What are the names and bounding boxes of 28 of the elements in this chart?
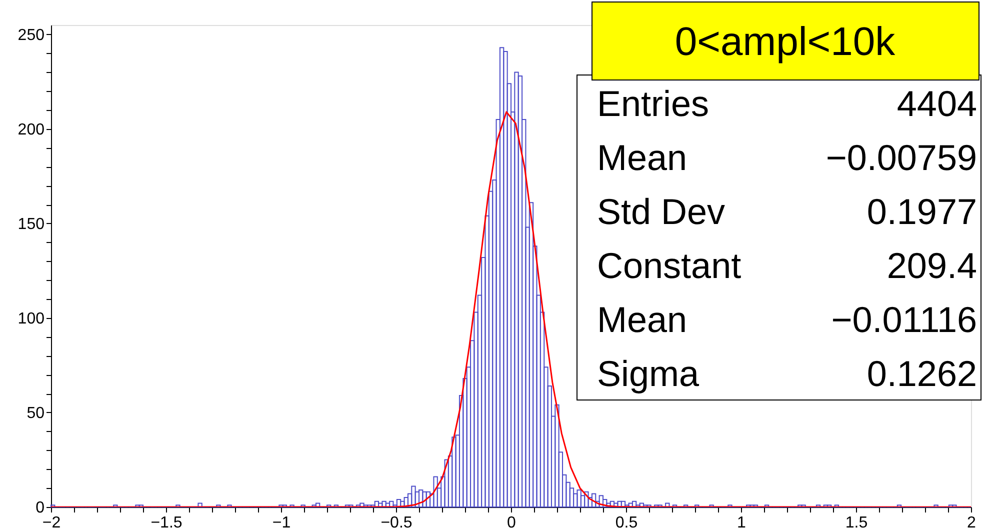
x-tick-label: −1	[272, 514, 291, 531]
y-tick-label: 250	[18, 26, 45, 44]
x-tick-label: 2	[967, 514, 976, 531]
annotation: −0.01116	[831, 299, 977, 340]
annotation: Mean	[597, 137, 688, 178]
y-tick-label: 150	[18, 216, 45, 233]
annotation: 0.1977	[866, 191, 977, 232]
y-tick-label: 100	[18, 310, 45, 328]
annotation: −0.00759	[826, 137, 977, 178]
x-tick-label: 0	[507, 514, 516, 531]
x-tick-label: 0.5	[615, 514, 638, 531]
x-tick-label: −2	[42, 514, 61, 531]
annotation: Mean	[597, 299, 688, 340]
y-tick-label: 200	[18, 121, 45, 138]
x-tick-label: −1.5	[150, 514, 182, 531]
annotation: Std Dev	[597, 191, 726, 232]
annotation: Entries	[597, 83, 710, 124]
chart-title: 0<ampl<10k	[674, 20, 896, 64]
x-tick-label: 1.5	[845, 514, 868, 531]
x-tick-label: 1	[737, 514, 746, 531]
annotation: 0.1262	[866, 353, 977, 394]
x-tick-label: −0.5	[380, 514, 412, 531]
annotation: 4404	[896, 83, 977, 124]
y-tick-label: 0	[36, 500, 45, 516]
annotation: Sigma	[597, 353, 700, 394]
y-tick-label: 50	[26, 404, 45, 422]
annotation: Constant	[597, 245, 742, 286]
annotation: 209.4	[886, 245, 977, 286]
